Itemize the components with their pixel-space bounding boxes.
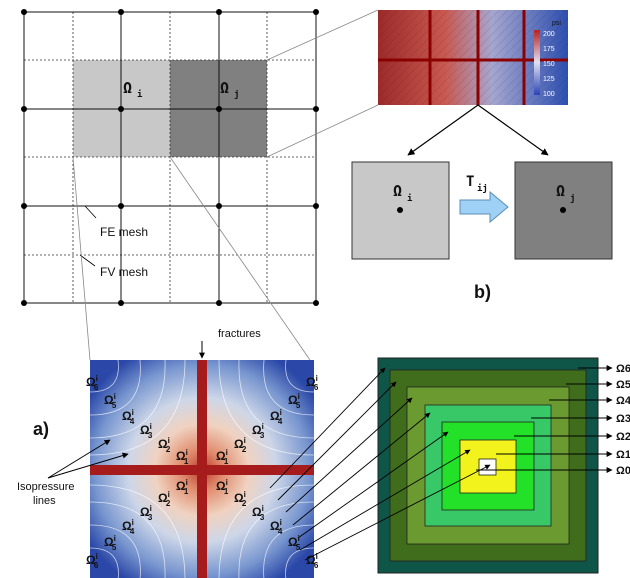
panel-a-label: a) (33, 419, 49, 439)
colorbar (534, 30, 540, 95)
pressure-inset: psi 200 175 150 125 100 (378, 10, 568, 105)
isopressure-arrows (47, 439, 129, 479)
right-label-2: Ω4 (616, 395, 630, 407)
omega-label-q2-6: Ωi 6 (306, 374, 319, 392)
right-label-0: Ω6 (616, 363, 630, 375)
omega-label-q3-1: Ωi 1 (176, 478, 189, 496)
fe-nodes (21, 9, 319, 306)
omega-label-q1-2: Ωi 2 (158, 436, 171, 454)
panel-b-label: b) (474, 282, 491, 302)
omega-label-q4-3: Ωi 3 (252, 504, 265, 522)
omega-label-q3-5: Ωi 5 (104, 534, 117, 552)
panel-a-omega-labels: Ωi 1 Ωi 2 Ωi 3 Ωi 4 Ωi 5 Ωi 6 Ωi 1 Ωi 2 Ωi 3 Ωi 4 Ωi 5 Ωi 6 Ωi 1 Ω… (86, 374, 319, 570)
grid-omega-j-sub: j (234, 89, 239, 100)
panel-b-cells: Ω i Ω j T ij b) (351, 161, 613, 302)
omega-label-q3-2: Ωi 2 (158, 490, 171, 508)
right-label-6: Ω0 (616, 465, 630, 477)
fe-mesh-lines (23, 11, 317, 304)
colorbar-tick-200: 200 (543, 31, 555, 38)
panel-b-omega-i-sub: i (407, 193, 413, 204)
inset-arrows (407, 104, 549, 156)
fv-mesh-label: FV mesh (100, 265, 148, 279)
colorbar-tick-150: 150 (543, 61, 555, 68)
grid-omega-j-symbol: Ω (220, 79, 229, 97)
box-omega-0 (478, 458, 497, 476)
right-label-4: Ω2 (616, 431, 630, 443)
omega-label-q4-6: Ωi 6 (306, 552, 319, 570)
isopressure-label-line1: Isopressure (17, 481, 74, 493)
fv-mesh-pointer (79, 254, 96, 267)
omega-label-q1-6: Ωi 6 (86, 374, 99, 392)
omega-label-q1-5: Ωi 5 (104, 392, 117, 410)
isopressure-label-line2: lines (33, 495, 56, 507)
colorbar-tick-175: 175 (543, 46, 555, 53)
fe-mesh-pointer (84, 205, 97, 219)
panel-b-cell-i (351, 161, 450, 260)
omega-label-q1-4: Ωi 4 (122, 408, 135, 426)
omega-label-q2-5: Ωi 5 (288, 392, 301, 410)
omega-label-q4-5: Ωi 5 (288, 534, 301, 552)
omega-label-q3-4: Ωi 4 (122, 518, 135, 536)
omega-label-q2-1: Ωi 1 (216, 448, 229, 466)
grid-omega-i-sub: i (137, 89, 143, 100)
panel-b-omega-j: Ω (556, 182, 565, 200)
nested-boxes (377, 357, 599, 574)
omega-label-q4-4: Ωi 4 (270, 518, 283, 536)
colorbar-tick-125: 125 (543, 76, 555, 83)
mesh-grid: Ω i Ω j FE mesh FV mesh (21, 9, 319, 306)
fractures-label: fractures (218, 328, 261, 340)
transmissibility-arrow (459, 190, 509, 224)
right-label-3: Ω3 (616, 413, 630, 425)
colorbar-unit: psi (552, 20, 561, 27)
right-label-5: Ω1 (616, 449, 630, 461)
panel-b-omega-i: Ω (393, 182, 402, 200)
right-label-1: Ω5 (616, 379, 630, 391)
fracture-horizontal (90, 465, 314, 475)
zoom-lines (72, 9, 379, 361)
omega-label-q4-1: Ωi 1 (216, 478, 229, 496)
colorbar-ticks: 200 175 150 125 100 (543, 31, 555, 98)
omega-label-q2-2: Ωi 2 (234, 436, 247, 454)
colorbar-tick-100: 100 (543, 91, 555, 98)
omega-label-q2-3: Ωi 3 (252, 422, 265, 440)
transmissibility-symbol: T (466, 174, 474, 190)
omega-label-q1-1: Ωi 1 (176, 448, 189, 466)
nested-box-right-labels: Ω6 Ω5 Ω4 Ω3 Ω2 Ω1 Ω0 (476, 363, 630, 477)
panel-b-omega-j-sub: j (570, 193, 575, 204)
panel-a-field (89, 359, 315, 578)
omega-label-q1-3: Ωi 3 (140, 422, 153, 440)
omega-label-q4-2: Ωi 2 (234, 490, 247, 508)
fe-mesh-label: FE mesh (100, 225, 148, 239)
omega-label-q3-3: Ωi 3 (140, 504, 153, 522)
omega-label-q2-4: Ωi 4 (270, 408, 283, 426)
field-to-box-arrows (269, 367, 491, 561)
omega-label-q3-6: Ωi 6 (86, 552, 99, 570)
transmissibility-sub: ij (477, 183, 488, 194)
grid-omega-i-symbol: Ω (123, 79, 132, 97)
